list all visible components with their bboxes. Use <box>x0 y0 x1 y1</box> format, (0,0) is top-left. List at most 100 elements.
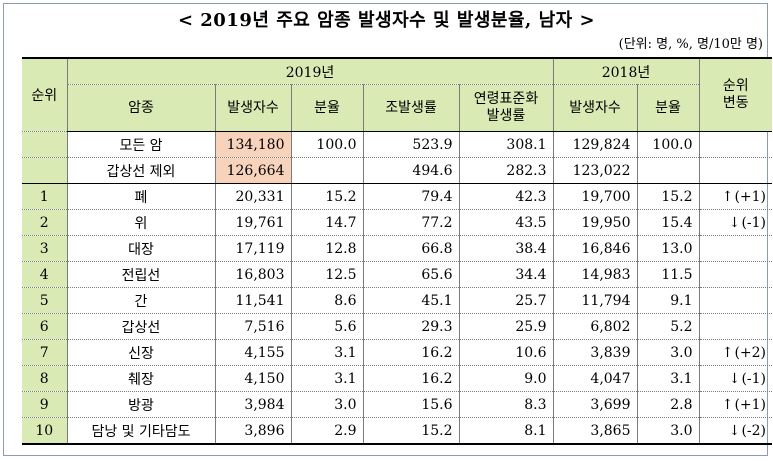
share-cell: 12.5 <box>290 261 363 288</box>
rank-cell: 5 <box>22 287 67 314</box>
table-row: 5 간 11,541 8.6 45.1 25.7 11,794 9.1 <box>22 287 772 314</box>
table-row: 6 갑상선 7,516 5.6 29.3 25.9 6,802 5.2 <box>22 313 772 340</box>
rank-cell: 7 <box>22 339 67 366</box>
unit-note: (단위: 명, %, 명/10만 명) <box>618 37 763 52</box>
share-2018-cell: 15.4 <box>636 209 699 236</box>
header-row-years: 순위 2019년 2018년 순위 변동 <box>22 57 772 132</box>
header-cases: 발생자수 <box>214 84 291 132</box>
rank-change-cell: ↓(-1) <box>698 365 772 392</box>
arrow-up-icon: ↑ <box>721 344 734 361</box>
header-rank: 순위 <box>22 57 67 132</box>
asr-cell: 9.0 <box>458 365 553 392</box>
share-2018-cell: 3.0 <box>636 417 699 445</box>
rank-cell: 9 <box>22 391 67 418</box>
rank-cell: 4 <box>22 261 67 288</box>
asr-cell: 34.4 <box>458 261 553 288</box>
rank-change-value: (+2) <box>734 344 766 361</box>
summary-rank-cell <box>22 157 67 184</box>
share-cell: 3.1 <box>290 339 363 366</box>
asr-cell: 38.4 <box>458 235 553 262</box>
rank-change-cell <box>698 261 772 288</box>
cases-2018-cell: 14,983 <box>552 261 637 288</box>
summary-cases-2018: 123,022 <box>552 157 637 184</box>
rank-change-value: (+1) <box>734 188 766 205</box>
crude-rate-cell: 15.2 <box>362 417 459 445</box>
summary-share: 100.0 <box>290 131 363 158</box>
share-2018-cell: 2.8 <box>636 391 699 418</box>
header-rank-change-l2: 변동 <box>722 95 749 111</box>
summary-cancer: 모든 암 <box>66 131 215 158</box>
cases-cell: 16,803 <box>214 261 291 288</box>
cancer-cell: 간 <box>66 287 215 314</box>
header-year-2018: 2018년 <box>552 57 699 85</box>
share-2018-cell: 11.5 <box>636 261 699 288</box>
summary-rank-cell <box>22 131 67 158</box>
cancer-cell: 폐 <box>66 183 215 210</box>
rank-change-cell <box>698 235 772 262</box>
summary-crude: 494.6 <box>362 157 459 184</box>
table-row: 10 담낭 및 기타담도 3,896 2.9 15.2 8.1 3,865 3.0 ↓(-2) <box>22 417 772 445</box>
share-cell: 5.6 <box>290 313 363 340</box>
cancer-incidence-table: 순위 2019년 2018년 순위 변동 암종 발생자수 분율 조발생률 연령표… <box>22 57 772 445</box>
arrow-up-icon: ↑ <box>721 396 734 413</box>
summary-change <box>698 157 772 184</box>
table-row: 3 대장 17,119 12.8 66.8 38.4 16,846 13.0 <box>22 235 772 262</box>
cancer-cell: 신장 <box>66 339 215 366</box>
summary-share <box>290 157 363 184</box>
cases-2018-cell: 3,839 <box>552 339 637 366</box>
share-cell: 14.7 <box>290 209 363 236</box>
summary-cases: 126,664 <box>214 157 291 184</box>
share-cell: 3.0 <box>290 391 363 418</box>
header-cancer: 암종 <box>66 84 215 132</box>
summary-share-2018: 100.0 <box>636 131 699 158</box>
share-cell: 12.8 <box>290 235 363 262</box>
rank-change-cell: ↑(+1) <box>698 391 772 418</box>
crude-rate-cell: 77.2 <box>362 209 459 236</box>
header-asr: 연령표준화 발생률 <box>458 84 553 132</box>
cancer-cell: 대장 <box>66 235 215 262</box>
table-row: 9 방광 3,984 3.0 15.6 8.3 3,699 2.8 ↑(+1) <box>22 391 772 418</box>
cancer-cell: 담낭 및 기타담도 <box>66 417 215 445</box>
summary-cancer: 갑상선 제외 <box>66 157 215 184</box>
table-row: 8 췌장 4,150 3.1 16.2 9.0 4,047 3.1 ↓(-1) <box>22 365 772 392</box>
header-row-columns: 암종 발생자수 분율 조발생률 연령표준화 발생률 발생자수 분율 <box>22 84 772 132</box>
arrow-down-icon: ↓ <box>728 370 741 387</box>
cases-cell: 7,516 <box>214 313 291 340</box>
cases-cell: 3,984 <box>214 391 291 418</box>
share-cell: 15.2 <box>290 183 363 210</box>
arrow-down-icon: ↓ <box>728 422 741 439</box>
cancer-cell: 전립선 <box>66 261 215 288</box>
asr-cell: 8.3 <box>458 391 553 418</box>
cases-2018-cell: 3,699 <box>552 391 637 418</box>
header-cases-2018: 발생자수 <box>552 84 637 132</box>
asr-cell: 42.3 <box>458 183 553 210</box>
header-rank-change: 순위 변동 <box>698 57 772 132</box>
header-rank-change-l1: 순위 <box>722 78 749 94</box>
cases-2018-cell: 6,802 <box>552 313 637 340</box>
cases-cell: 4,150 <box>214 365 291 392</box>
rank-change-cell <box>698 287 772 314</box>
summary-cases: 134,180 <box>214 131 291 158</box>
rank-cell: 1 <box>22 183 67 210</box>
cases-2018-cell: 4,047 <box>552 365 637 392</box>
rank-change-value: (+1) <box>734 396 766 413</box>
rank-change-value: (-2) <box>741 422 766 439</box>
summary-share-2018 <box>636 157 699 184</box>
rank-cell: 3 <box>22 235 67 262</box>
asr-cell: 43.5 <box>458 209 553 236</box>
crude-rate-cell: 16.2 <box>362 339 459 366</box>
cases-cell: 17,119 <box>214 235 291 262</box>
cancer-cell: 갑상선 <box>66 313 215 340</box>
crude-rate-cell: 16.2 <box>362 365 459 392</box>
crude-rate-cell: 79.4 <box>362 183 459 210</box>
share-2018-cell: 13.0 <box>636 235 699 262</box>
crude-rate-cell: 45.1 <box>362 287 459 314</box>
crude-rate-cell: 65.6 <box>362 261 459 288</box>
header-asr-l1: 연령표준화 <box>473 91 539 107</box>
table-row: 2 위 19,761 14.7 77.2 43.5 19,950 15.4 ↓(-1) <box>22 209 772 236</box>
rank-change-cell: ↓(-1) <box>698 209 772 236</box>
header-asr-l2: 발생률 <box>486 108 526 124</box>
header-year-2019: 2019년 <box>66 57 553 85</box>
rank-cell: 6 <box>22 313 67 340</box>
share-2018-cell: 5.2 <box>636 313 699 340</box>
